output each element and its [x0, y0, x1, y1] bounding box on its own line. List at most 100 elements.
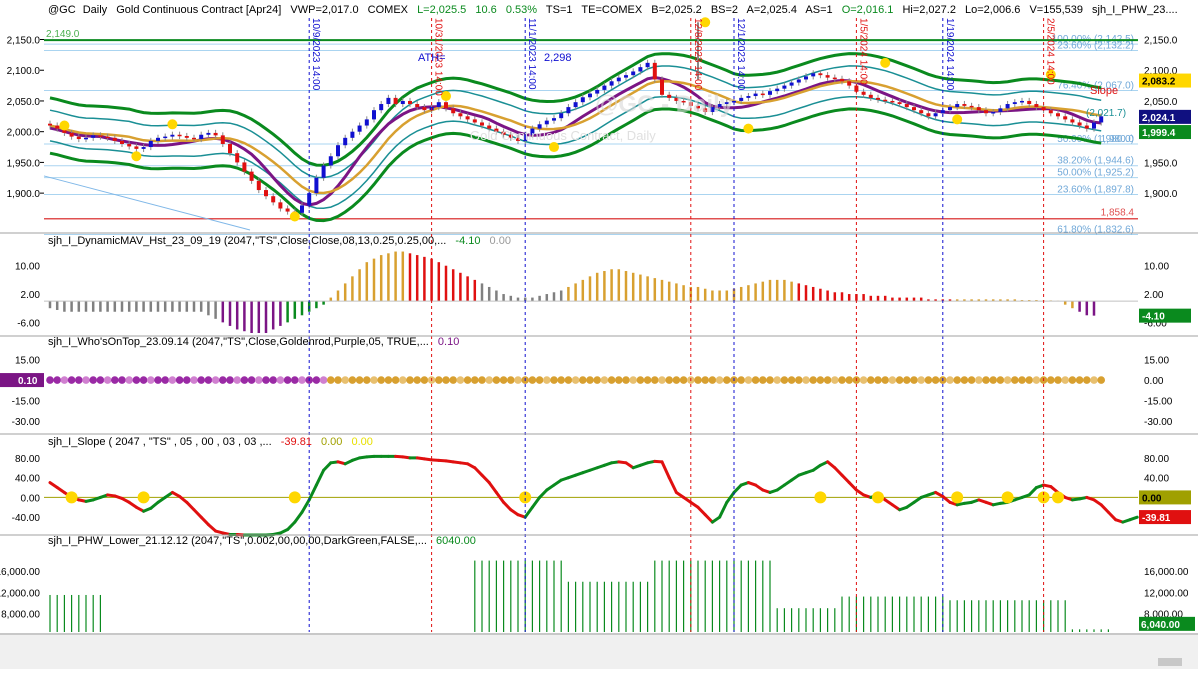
header-low: Lo=2,006.6 — [965, 4, 1020, 16]
phw-title-value: 6040.00 — [436, 535, 476, 547]
who-dot — [1054, 376, 1062, 384]
price-tag-2: 1,999.4 — [1142, 128, 1176, 139]
left-axis-area — [0, 0, 44, 633]
candle — [156, 138, 160, 141]
candle — [768, 91, 772, 95]
candle — [890, 101, 894, 103]
header-ask: A=2,025.4 — [746, 4, 796, 16]
who-dot — [802, 376, 810, 384]
header-change-pct: 0.53% — [506, 4, 537, 16]
who-dot — [1061, 376, 1069, 384]
who-dot — [637, 376, 645, 384]
slope-cross-dot-4 — [814, 491, 826, 503]
who-dot — [572, 376, 580, 384]
who-dot — [514, 376, 522, 384]
who-dot — [291, 376, 299, 384]
who-dot — [356, 376, 364, 384]
who-dot — [219, 376, 227, 384]
candle — [300, 205, 304, 212]
who-dot — [665, 376, 673, 384]
candle — [869, 95, 873, 98]
candle — [314, 178, 318, 193]
candle — [847, 81, 851, 85]
candle — [235, 153, 239, 162]
candle — [91, 135, 95, 137]
who-dot — [1076, 376, 1084, 384]
candle — [358, 126, 362, 132]
who-dot — [989, 376, 997, 384]
phw-tag: 6,040.00 — [1141, 620, 1180, 631]
who-dot — [795, 376, 803, 384]
candle — [782, 86, 786, 89]
who-dot — [1011, 376, 1019, 384]
who-dot — [953, 376, 961, 384]
dyn-tag: -4.10 — [1142, 312, 1165, 323]
who-dot — [809, 376, 817, 384]
who-dot — [349, 376, 357, 384]
who-tag-left: 0.10 — [18, 376, 38, 387]
who-dot — [601, 376, 609, 384]
who-dot — [262, 376, 270, 384]
candle — [458, 113, 462, 116]
slope-title: sjh_I_Slope ( 2047 , "TS" , 05 , 00 , 03… — [48, 436, 373, 448]
header-name: Gold Continuous Contract [Apr24] — [116, 4, 281, 16]
candle — [257, 181, 261, 190]
candle — [1078, 122, 1082, 125]
slope-label: Slope — [1090, 85, 1118, 97]
who-dot — [1004, 376, 1012, 384]
who-dot — [773, 376, 781, 384]
scroll-handle[interactable] — [1158, 658, 1182, 666]
who-dot — [269, 376, 277, 384]
header-tz: TE=COMEX — [581, 4, 642, 16]
who-dot — [925, 376, 933, 384]
who-dot — [500, 376, 508, 384]
who-tick-right-1: 0.00 — [1144, 376, 1164, 387]
candle — [545, 121, 549, 125]
who-tick-right-2: -15.00 — [1144, 397, 1173, 408]
candle — [120, 141, 124, 144]
who-dot — [752, 376, 760, 384]
price-tick-right-2: 2,050.0 — [1144, 97, 1178, 108]
price-tick-left-2: 2,050.0 — [7, 97, 41, 108]
candle — [905, 104, 909, 107]
who-dot — [241, 376, 249, 384]
who-dot — [320, 376, 328, 384]
header-last: L=2,025.5 — [417, 4, 466, 16]
who-dot — [1025, 376, 1033, 384]
header-bid: B=2,025.2 — [651, 4, 701, 16]
who-dot — [565, 376, 573, 384]
fib-label-1: 23.60% (2,132.2) — [1057, 40, 1134, 51]
who-dot — [392, 376, 400, 384]
header-interval: Daily — [83, 4, 108, 16]
who-dot — [543, 376, 551, 384]
who-dot — [845, 376, 853, 384]
who-dot — [255, 376, 263, 384]
who-dot — [1018, 376, 1026, 384]
who-dot — [226, 376, 234, 384]
candle — [221, 135, 225, 144]
dyn-tick-left-0: 10.00 — [15, 262, 40, 273]
swing-dot-7 — [743, 124, 753, 134]
who-dot — [1047, 376, 1055, 384]
who-dot — [644, 376, 652, 384]
who-dot — [903, 376, 911, 384]
who-dot — [370, 376, 378, 384]
who-dot — [910, 376, 918, 384]
who-dot — [824, 376, 832, 384]
swing-dot-3 — [290, 211, 300, 221]
candle — [1034, 104, 1038, 107]
slope-title-value2: 0.00 — [321, 436, 342, 448]
who-dot — [313, 376, 321, 384]
candle — [1020, 101, 1024, 103]
candle — [761, 94, 765, 96]
slope-cross-dot-1 — [138, 491, 150, 503]
who-dot — [629, 376, 637, 384]
fib-label-4: 50.00% (1,925.2) — [1057, 168, 1134, 179]
who-dot — [449, 376, 457, 384]
slope-title-text: sjh_I_Slope ( 2047 , "TS" , 05 , 00 , 03… — [48, 436, 272, 448]
who-tick-left-2: -15.00 — [12, 397, 41, 408]
who-dot — [788, 376, 796, 384]
legend-right-level: (2,021.7) — [1086, 108, 1126, 119]
